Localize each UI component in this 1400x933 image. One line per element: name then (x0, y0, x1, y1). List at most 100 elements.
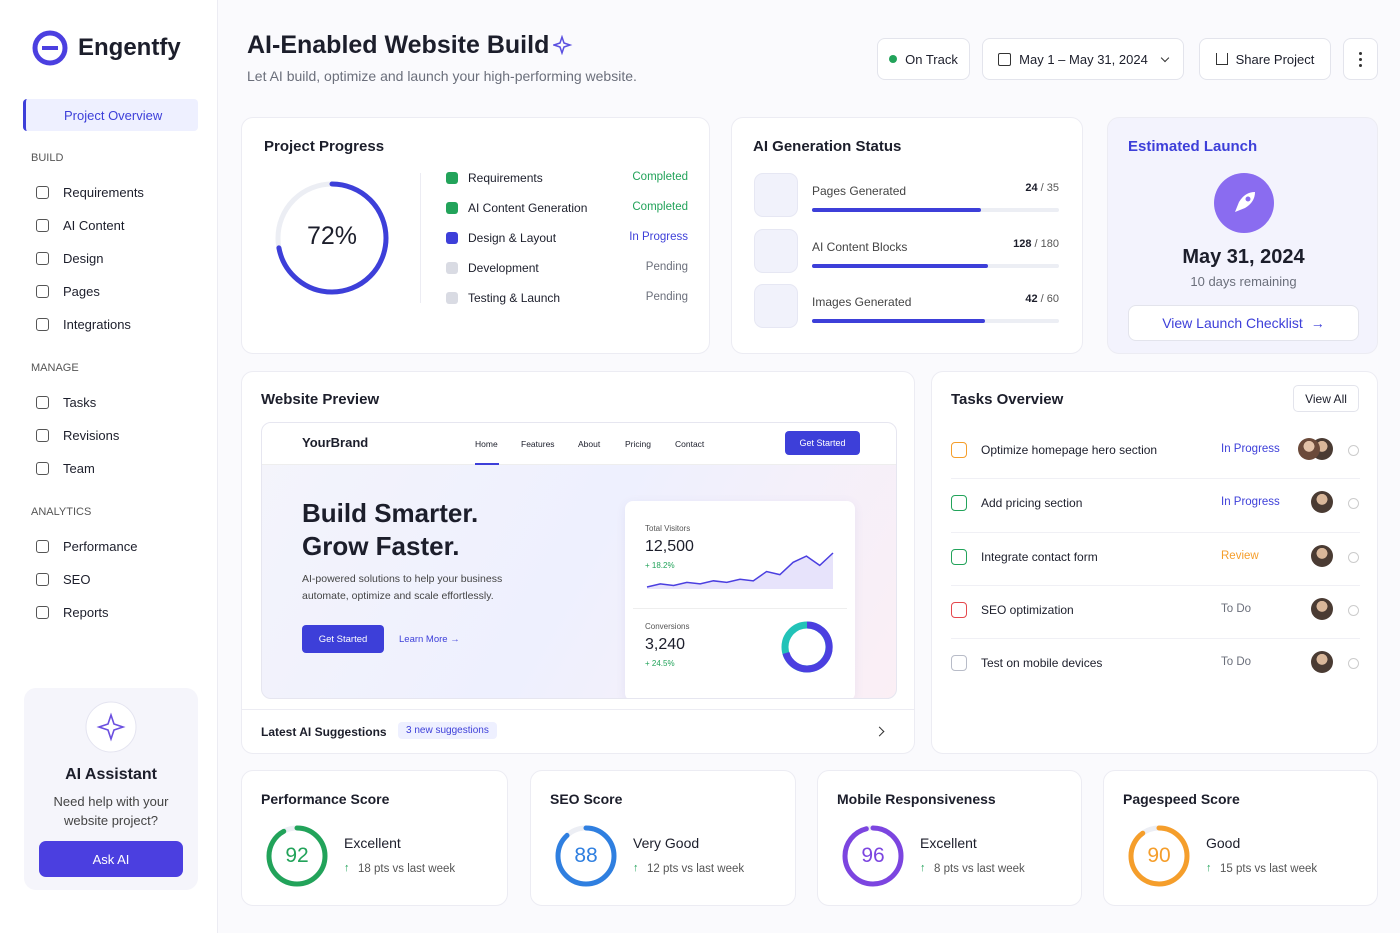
ring-value (275, 181, 389, 295)
nav-active[interactable]: Project Overview (23, 99, 198, 131)
nav-item[interactable]: Integrations (63, 317, 131, 332)
nav-item[interactable]: Performance (63, 539, 138, 554)
card-title: Pagespeed Score (1123, 791, 1240, 807)
nav-icon (36, 429, 49, 442)
preview-cta[interactable]: Get Started (785, 431, 860, 455)
more-button[interactable] (1343, 38, 1378, 80)
nav-item[interactable]: Tasks (63, 395, 97, 410)
score-arrow: ↑ (1206, 862, 1212, 874)
task-name: Test on mobile devices (981, 656, 1103, 671)
launch-remaining: 10 days remaining (1190, 274, 1297, 289)
task-checkbox[interactable] (951, 655, 967, 672)
preview-brand: YourBrand (302, 435, 369, 450)
stat-done: 42 (1025, 293, 1038, 305)
page-title: AI-Enabled Website Build (247, 31, 550, 59)
view-all-button[interactable]: View All (1293, 385, 1359, 412)
score-value: 92 (285, 844, 309, 867)
text-line: AI-powered solutions to help your busine… (302, 573, 503, 585)
nav-item[interactable]: Requirements (63, 185, 144, 200)
ai-status-card: AI Generation Status Pages Generated 24/ … (731, 117, 1083, 354)
score-value: 90 (1147, 844, 1171, 867)
arrow: → (1310, 315, 1325, 331)
menu-item[interactable]: Home (475, 439, 498, 449)
progress-card: Project Progress 72% Requirements Complet… (241, 117, 710, 354)
assistant-icon (85, 701, 137, 753)
status-badge[interactable]: On Track (877, 38, 970, 80)
task-status: In Progress (1221, 496, 1280, 509)
task-checkbox[interactable] (951, 495, 967, 512)
launch-card: Estimated Launch May 31, 2024 10 days re… (1107, 117, 1378, 354)
score-arrow: ↑ (920, 862, 926, 874)
divider (633, 608, 847, 609)
task-radio[interactable] (1348, 604, 1359, 616)
task-radio[interactable] (1348, 498, 1359, 510)
nav-item[interactable]: AI Content (63, 218, 125, 233)
assistant-text: Need help with your website project? (53, 794, 169, 828)
assistant-card: AI Assistant Need help with your website… (24, 688, 198, 890)
menu-item[interactable]: Pricing (625, 439, 651, 449)
score-ring (842, 825, 904, 887)
share-icon (1215, 53, 1228, 65)
card-title: AI Generation Status (753, 138, 902, 155)
launch-date: May 31, 2024 (1182, 246, 1305, 268)
step-name: Development (468, 261, 539, 275)
avatar (1311, 544, 1333, 567)
stat-label: AI Content Blocks (812, 239, 908, 254)
preview-secondary[interactable]: Learn More → (399, 634, 460, 645)
date-picker[interactable]: May 1 – May 31, 2024 (982, 38, 1184, 80)
share-button[interactable]: Share Project (1199, 38, 1331, 80)
nav-item[interactable]: Team (63, 461, 95, 476)
nav-icon (36, 396, 49, 409)
menu-item[interactable]: Features (521, 439, 555, 449)
chevron (1160, 53, 1170, 62)
task-radio[interactable] (1348, 551, 1359, 563)
score-change: 8 pts vs last week (934, 863, 1025, 875)
nav-item[interactable]: Revisions (63, 428, 120, 443)
score-change: 15 pts vs last week (1220, 863, 1318, 875)
sparkline-area (647, 553, 833, 589)
step-status: Completed (632, 201, 688, 213)
card-title: Estimated Launch (1128, 138, 1258, 155)
menu-item[interactable]: Contact (675, 439, 705, 449)
nav-icon (36, 219, 49, 232)
stat-label: Images Generated (812, 295, 912, 309)
score-arrow: ↑ (633, 862, 639, 874)
menu-item[interactable]: About (578, 439, 601, 449)
avatar (1311, 597, 1333, 620)
stat-total: / 180 (1034, 237, 1059, 250)
assistant-title: AI Assistant (65, 766, 157, 783)
nav-icon (36, 606, 49, 619)
task-name: Optimize homepage hero section (981, 443, 1158, 457)
nav-icon (36, 186, 49, 199)
nav-item[interactable]: Pages (63, 284, 100, 299)
score-rating: Good (1206, 835, 1241, 851)
ask-ai-button[interactable]: Ask AI (39, 841, 183, 877)
score-rating: Excellent (344, 835, 401, 851)
avatar (1311, 651, 1333, 674)
score-card: Mobile Responsiveness 96 Excellent ↑ 8 pts v… (817, 770, 1082, 906)
nav-item[interactable]: Design (63, 251, 104, 266)
sidebar: Engentfy Project Overview BUILD Requireme… (0, 0, 218, 933)
preview-primary[interactable]: Get Started (302, 625, 384, 653)
score-card: Pagespeed Score 90 Good ↑ 15 pts vs last wee… (1103, 770, 1378, 906)
task-checkbox[interactable] (951, 548, 967, 565)
task-checkbox[interactable] (951, 601, 967, 618)
score-rating: Very Good (633, 835, 700, 851)
nav-item[interactable]: SEO (63, 572, 91, 587)
task-radio[interactable] (1348, 445, 1359, 456)
suggestions-badge: 3 new suggestions (398, 722, 497, 739)
task-name: Add pricing section (981, 496, 1083, 511)
chevron[interactable] (874, 726, 885, 737)
task-radio[interactable] (1348, 658, 1359, 670)
score-arrow: ↑ (344, 862, 350, 874)
menu-underline (475, 463, 499, 465)
conversions-label: Conversions (645, 622, 690, 631)
nav-item[interactable]: Reports (63, 605, 109, 620)
checklist-button[interactable]: View Launch Checklist → (1128, 305, 1359, 341)
brand: Engentfy (78, 34, 181, 61)
task-checkbox[interactable] (951, 442, 967, 458)
stat-total: / 35 (1040, 182, 1059, 194)
score-value: 88 (574, 844, 598, 867)
status-text: On Track (905, 51, 958, 67)
ring-value (1128, 825, 1190, 887)
